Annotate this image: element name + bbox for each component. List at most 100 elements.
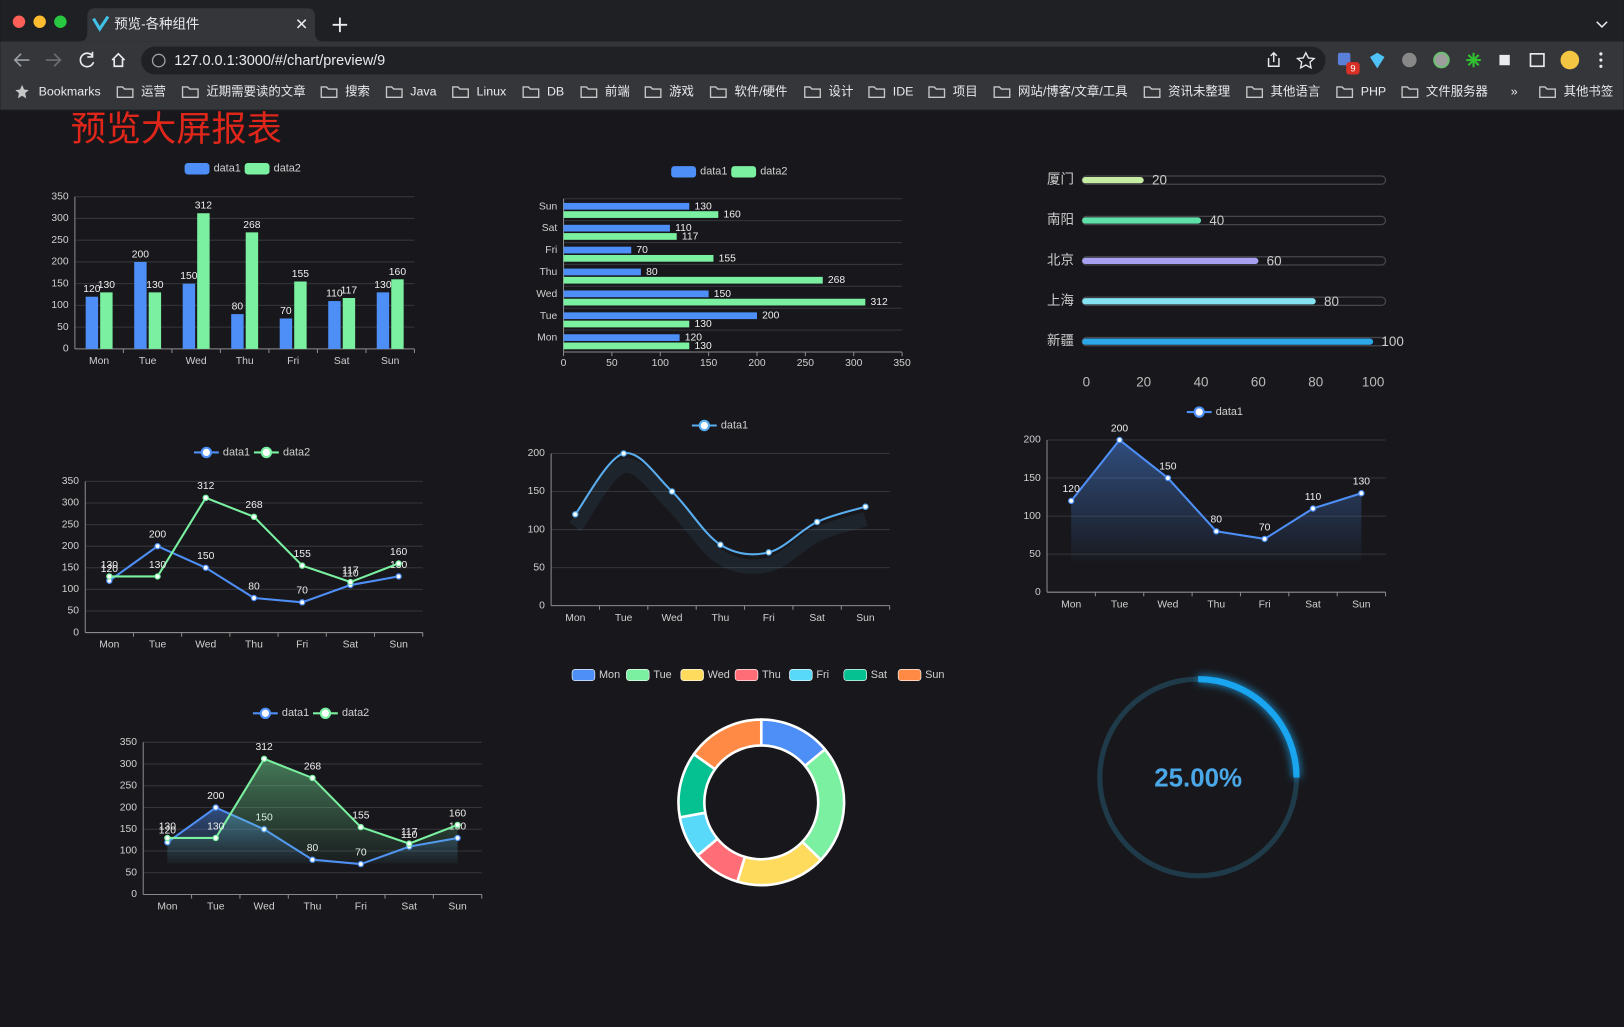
bookmark[interactable]: 近期需要读的文章 bbox=[206, 83, 305, 98]
bookmark[interactable]: » bbox=[1511, 84, 1518, 98]
value-label: 70 bbox=[296, 586, 308, 597]
tab-search[interactable] bbox=[1596, 21, 1608, 29]
x-tick-label: Mon bbox=[565, 613, 585, 624]
folder-icon bbox=[181, 86, 199, 98]
value-label: 200 bbox=[132, 249, 150, 260]
value-label: 160 bbox=[723, 210, 741, 221]
value-label: 130 bbox=[98, 280, 116, 291]
bookmark[interactable]: 项目 bbox=[953, 84, 978, 98]
category-label: 南阳 bbox=[1047, 212, 1074, 227]
bookmark[interactable]: Bookmarks bbox=[39, 84, 101, 98]
legend-label[interactable]: Wed bbox=[708, 669, 730, 681]
bookmark[interactable]: IDE bbox=[893, 84, 914, 98]
legend-label[interactable]: data1 bbox=[700, 166, 727, 178]
legend-label[interactable]: Tue bbox=[653, 669, 671, 681]
legend-label[interactable]: Sun bbox=[925, 669, 944, 681]
bookmark[interactable]: 资讯未整理 bbox=[1168, 83, 1230, 98]
bookmark[interactable]: 搜索 bbox=[345, 83, 370, 98]
bookmark-star[interactable] bbox=[1295, 51, 1316, 70]
bookmark[interactable]: 其他语言 bbox=[1271, 84, 1321, 98]
point bbox=[309, 774, 316, 782]
value-label: 120 bbox=[83, 284, 101, 295]
folder-icon bbox=[116, 86, 134, 98]
extension-icon[interactable] bbox=[1370, 52, 1385, 69]
legend-swatch bbox=[671, 166, 697, 178]
legend-label[interactable]: Thu bbox=[762, 669, 781, 681]
legend-label[interactable]: data2 bbox=[283, 446, 310, 458]
side-panel[interactable] bbox=[1529, 53, 1545, 68]
legend-swatch bbox=[731, 166, 757, 178]
value-label: 150 bbox=[1159, 461, 1177, 472]
value-label: 268 bbox=[245, 500, 263, 511]
value-label: 268 bbox=[243, 220, 261, 231]
address-bar[interactable] bbox=[141, 46, 1326, 75]
active-tab[interactable] bbox=[79, 8, 324, 42]
bookmark[interactable]: 运营 bbox=[141, 84, 166, 98]
x-tick-label: Tue bbox=[1111, 599, 1129, 610]
legend-label[interactable]: data1 bbox=[214, 163, 241, 175]
site-info[interactable] bbox=[151, 53, 166, 68]
extension-icon[interactable] bbox=[1466, 52, 1481, 68]
value-label: 110 bbox=[342, 568, 359, 579]
tab-close[interactable] bbox=[296, 19, 307, 29]
point bbox=[298, 562, 306, 569]
legend-label[interactable]: data2 bbox=[342, 707, 369, 719]
x-tick-label: Tue bbox=[615, 613, 633, 624]
value-label: 70 bbox=[1259, 522, 1271, 533]
new-tab[interactable] bbox=[332, 17, 348, 33]
legend-label[interactable]: Fri bbox=[816, 669, 829, 681]
bookmark[interactable]: 网站/博客/文章/工具 bbox=[1018, 83, 1128, 98]
bookmark[interactable]: Java bbox=[410, 84, 436, 98]
legend-label[interactable]: data1 bbox=[223, 446, 250, 458]
bookmark[interactable]: Linux bbox=[477, 84, 507, 98]
point bbox=[212, 804, 219, 811]
bar bbox=[563, 290, 709, 298]
bar bbox=[134, 261, 147, 349]
legend-label[interactable]: Sat bbox=[871, 669, 887, 681]
legend-label[interactable]: data1 bbox=[1216, 406, 1243, 418]
maximize-window[interactable] bbox=[54, 15, 67, 28]
home-button[interactable] bbox=[111, 52, 126, 68]
value-label: 60 bbox=[1267, 253, 1282, 268]
bookmark[interactable]: 游戏 bbox=[669, 84, 694, 98]
bookmark[interactable]: 其他书签 bbox=[1564, 83, 1614, 98]
y-tick-label: 200 bbox=[120, 802, 138, 813]
point bbox=[668, 488, 676, 495]
bookmark[interactable]: 前端 bbox=[605, 83, 630, 98]
profile-avatar[interactable] bbox=[1560, 50, 1580, 70]
bookmark[interactable]: 设计 bbox=[829, 83, 854, 98]
x-tick-label: Wed bbox=[254, 902, 275, 913]
value-label: 130 bbox=[694, 341, 712, 352]
extension-icon[interactable] bbox=[1433, 51, 1450, 69]
legend-label[interactable]: data2 bbox=[274, 163, 301, 175]
legend-label[interactable]: data1 bbox=[721, 419, 748, 431]
close-window[interactable] bbox=[12, 15, 26, 28]
bookmark[interactable]: PHP bbox=[1361, 84, 1387, 98]
y-tick-label: 100 bbox=[120, 846, 138, 857]
chart: 25.00% bbox=[1097, 676, 1300, 879]
gauge-arc bbox=[1198, 676, 1300, 778]
x-tick-label: Fri bbox=[287, 356, 299, 367]
legend-label[interactable]: Mon bbox=[599, 669, 620, 681]
reload-button[interactable] bbox=[79, 51, 95, 68]
extension-icon[interactable] bbox=[1337, 52, 1351, 66]
bookmark[interactable]: 软件/硬件 bbox=[734, 84, 787, 98]
x-tick-label: 300 bbox=[845, 358, 863, 369]
y-tick-label: 300 bbox=[51, 213, 69, 224]
value-label: 130 bbox=[159, 821, 177, 832]
legend-label[interactable]: data2 bbox=[760, 166, 787, 178]
minimize-window[interactable] bbox=[33, 15, 46, 28]
bookmark[interactable]: 文件服务器 bbox=[1426, 83, 1489, 98]
point bbox=[1358, 490, 1365, 497]
forward-button[interactable] bbox=[45, 53, 62, 67]
legend-label[interactable]: data1 bbox=[282, 707, 309, 719]
back-button[interactable] bbox=[13, 53, 30, 67]
point bbox=[620, 450, 627, 457]
x-tick-label: Sat bbox=[1305, 599, 1321, 610]
bar bbox=[563, 334, 680, 341]
extensions-menu[interactable] bbox=[1499, 54, 1510, 66]
progress-bar bbox=[1082, 257, 1259, 264]
extension-icon[interactable] bbox=[1402, 52, 1417, 68]
share-button[interactable] bbox=[1267, 51, 1280, 67]
bookmark[interactable]: DB bbox=[547, 84, 564, 98]
